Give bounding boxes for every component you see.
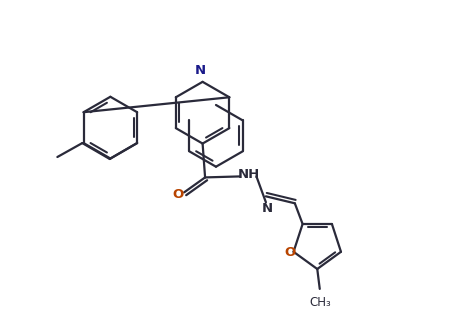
Text: N: N	[194, 64, 206, 77]
Text: NH: NH	[238, 168, 260, 181]
Text: CH₃: CH₃	[309, 296, 330, 309]
Text: N: N	[261, 202, 272, 215]
Text: O: O	[172, 188, 183, 201]
Text: O: O	[284, 246, 295, 259]
